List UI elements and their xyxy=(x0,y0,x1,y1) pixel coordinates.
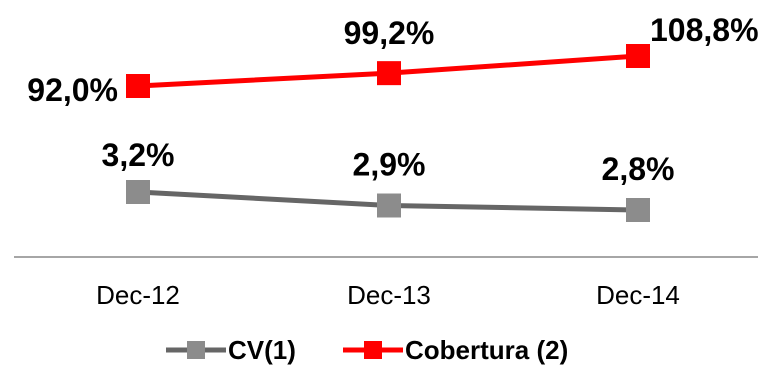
data-label-cobertura-2-1: 92,0% xyxy=(27,72,118,108)
data-label-cobertura-2-2: 99,2% xyxy=(344,15,435,51)
legend-item-cv: CV(1) xyxy=(166,335,296,365)
data-point-cobertura-2-3 xyxy=(626,44,650,68)
legend-swatch-marker-cobertura xyxy=(364,341,382,359)
x-tick-label-dec-13: Dec-13 xyxy=(347,280,431,310)
legend-item-cobertura: Cobertura (2) xyxy=(343,335,568,365)
data-label-cv-1-2: 2,9% xyxy=(353,147,426,183)
data-label-cv-1-1: 3,2% xyxy=(102,137,175,173)
x-tick-label-dec-12: Dec-12 xyxy=(96,280,180,310)
legend-label-cobertura: Cobertura (2) xyxy=(405,335,568,365)
data-label-cv-1-3: 2,8% xyxy=(602,151,675,187)
data-point-cobertura-2-2 xyxy=(377,61,401,86)
data-point-cv-1-3 xyxy=(626,198,650,222)
x-tick-label-dec-14: Dec-14 xyxy=(596,280,680,310)
legend-label-cv: CV(1) xyxy=(228,335,296,365)
legend-swatch-marker-cv xyxy=(187,341,205,359)
plot-area: 3,2% 2,9% 2,8% 92,0% 99,2% 108,8% xyxy=(27,12,759,222)
legend: CV(1) Cobertura (2) xyxy=(166,335,568,365)
data-label-cobertura-2-3: 108,8% xyxy=(650,12,759,48)
data-point-cv-1-2 xyxy=(377,193,401,218)
data-point-cv-1-1 xyxy=(126,180,150,204)
data-point-cobertura-2-1 xyxy=(126,74,150,98)
